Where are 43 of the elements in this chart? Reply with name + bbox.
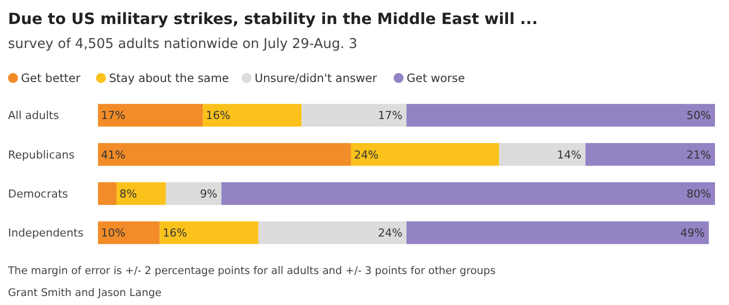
bar — [499, 143, 586, 166]
y-tick-label: All adults — [8, 109, 60, 122]
y-tick-label: Republicans — [8, 148, 75, 162]
bar — [202, 104, 302, 127]
y-tick-label: Democrats — [8, 187, 68, 200]
data-label: 50% — [686, 109, 711, 122]
text: Grant Smith and Jason Lange — [8, 287, 162, 299]
data-label: 8% — [120, 187, 137, 200]
bar — [221, 182, 715, 205]
data-label: 10% — [101, 226, 126, 240]
data-label: 17% — [101, 109, 126, 122]
data-label: 24% — [378, 226, 402, 240]
bar — [166, 182, 222, 205]
legend-label: Get worse — [406, 71, 465, 85]
data-label: 9% — [200, 187, 218, 200]
data-label: 41% — [101, 148, 126, 162]
bar — [406, 104, 715, 127]
bar — [98, 143, 351, 166]
bar — [98, 182, 117, 205]
y-tick-label: Independents — [8, 226, 84, 240]
bar — [585, 143, 715, 166]
text: The margin of error is +/- 2 percentage points for all adults and +/- 3 points for other groups — [7, 265, 496, 277]
data-label: 17% — [378, 109, 402, 122]
bar — [98, 221, 160, 244]
bar — [98, 104, 203, 127]
data-label: 16% — [206, 109, 230, 122]
chart-title: Due to US military strikes, stability in the Middle East will ... — [8, 10, 538, 28]
data-label: 14% — [556, 148, 582, 162]
bar — [350, 143, 500, 166]
data-label: 80% — [686, 187, 711, 200]
data-label: 16% — [162, 226, 188, 240]
bar — [406, 221, 709, 244]
bar — [116, 182, 166, 205]
bar — [302, 104, 406, 127]
legend-label: Stay about the same — [109, 71, 229, 85]
legend-label: Get better — [21, 71, 81, 85]
bar — [258, 221, 406, 244]
data-label: 49% — [680, 226, 705, 240]
legend-label: Unsure/didn't answer — [254, 71, 378, 85]
data-label: 24% — [354, 148, 378, 162]
data-label: 21% — [686, 148, 711, 162]
bar — [160, 221, 258, 244]
chart-subtitle: survey of 4,505 adults nationwide on July 29-Aug. 3 — [8, 36, 358, 52]
